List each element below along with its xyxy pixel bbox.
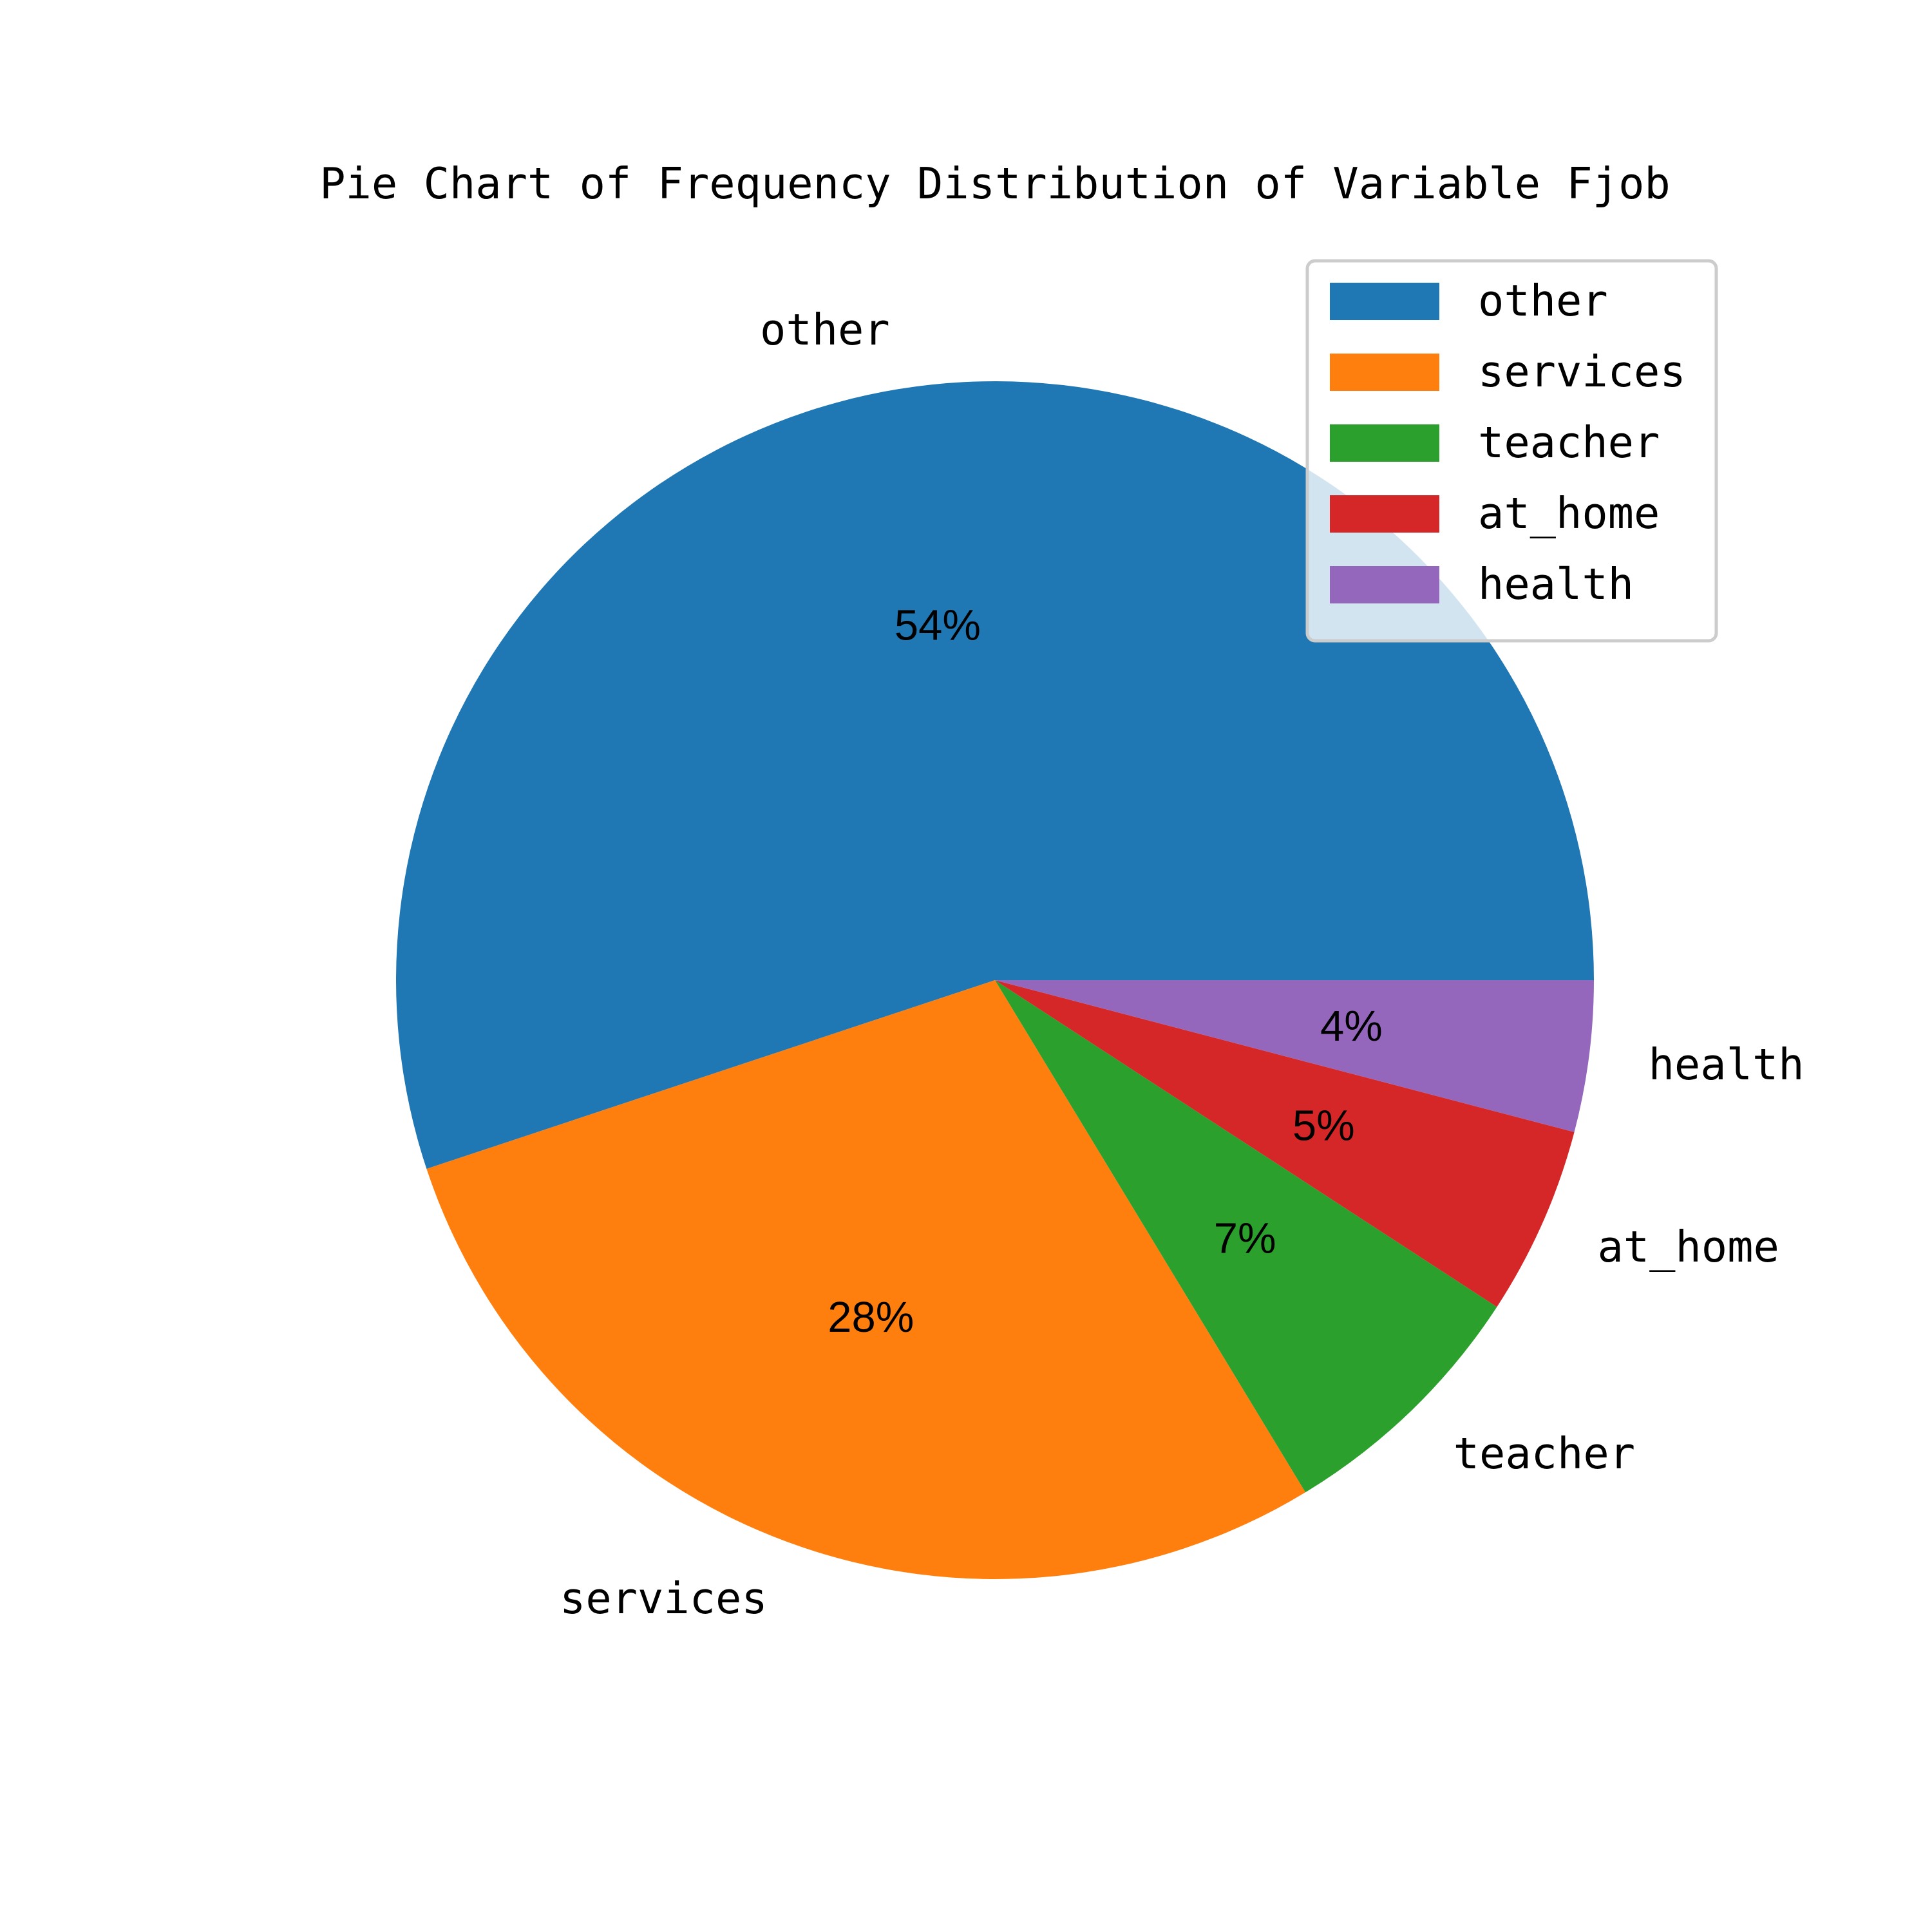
slice-label-other: other xyxy=(760,305,890,355)
legend-swatch-health xyxy=(1330,566,1439,603)
percent-label-other: 54% xyxy=(895,601,981,650)
percent-label-teacher: 7% xyxy=(1214,1214,1276,1262)
slice-label-at-home: at_home xyxy=(1597,1222,1779,1272)
pie-slices xyxy=(396,381,1594,1579)
pie-slice-services xyxy=(426,980,1306,1579)
chart-title: Pie Chart of Frequency Distribution of V… xyxy=(319,158,1671,209)
legend-swatch-other xyxy=(1330,283,1439,320)
legend-swatch-teacher xyxy=(1330,424,1439,462)
percent-label-at-home: 5% xyxy=(1293,1101,1355,1150)
pie-slice-teacher xyxy=(995,980,1497,1493)
legend-label-health: health xyxy=(1478,559,1634,609)
percent-labels: 54% 28% 7% 5% 4% xyxy=(828,601,1383,1342)
legend-label-teacher: teacher xyxy=(1478,417,1660,468)
pie-slice-other xyxy=(396,381,1594,1170)
legend-label-other: other xyxy=(1478,276,1608,326)
slice-label-teacher: teacher xyxy=(1454,1428,1635,1479)
percent-label-health: 4% xyxy=(1320,1002,1383,1050)
slice-label-health: health xyxy=(1649,1039,1804,1090)
slice-label-services: services xyxy=(560,1573,768,1624)
legend-label-at-home: at_home xyxy=(1478,488,1660,538)
legend-swatch-at-home xyxy=(1330,495,1439,533)
pie-slice-health xyxy=(995,980,1594,1132)
legend-swatch-services xyxy=(1330,354,1439,391)
percent-label-services: 28% xyxy=(828,1293,914,1341)
pie-slice-at-home xyxy=(995,980,1575,1307)
legend-label-services: services xyxy=(1478,346,1686,397)
